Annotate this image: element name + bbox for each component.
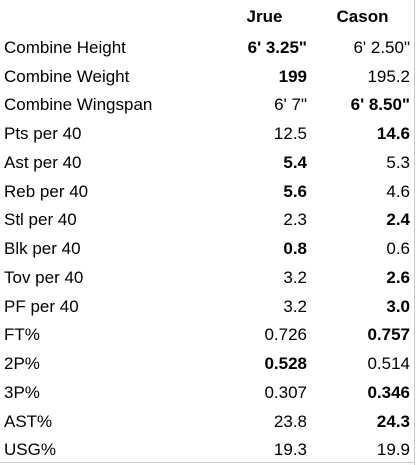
stat-label: Combine Weight — [4, 66, 130, 86]
player-b-value: 14.6 — [376, 124, 410, 144]
player-a-value: 199 — [278, 66, 307, 86]
stat-label: PF per 40 — [4, 296, 79, 316]
table-row: Reb per 40 5.6 4.6 — [0, 177, 414, 206]
sheet-border-bottom — [0, 462, 415, 463]
table-row: AST% 23.8 24.3 — [0, 407, 414, 436]
player-a-value: 6' 7" — [274, 95, 307, 115]
table-row: FT% 0.726 0.757 — [0, 321, 414, 350]
player-a-value: 5.6 — [283, 181, 307, 201]
table-row: Blk per 40 0.8 0.6 — [0, 234, 414, 263]
player-b-value: 24.3 — [376, 411, 410, 431]
player-b-value: 4.6 — [386, 181, 410, 201]
stat-rows: Combine Height 6' 3.25" 6' 2.50" Combine We… — [0, 33, 414, 464]
stat-label: Tov per 40 — [4, 267, 84, 287]
stat-label: Combine Height — [4, 37, 126, 57]
player-a-value: 23.8 — [273, 411, 307, 431]
stat-label: Reb per 40 — [4, 181, 89, 201]
header-player-a: Jrue — [246, 7, 283, 26]
player-a-value: 2.3 — [283, 210, 307, 230]
player-b-value: 0.6 — [386, 239, 410, 259]
player-b-value: 6' 8.50" — [350, 95, 410, 115]
player-a-value: 6' 3.25" — [247, 37, 307, 57]
player-a-value: 3.2 — [283, 296, 307, 316]
player-b-value: 195.2 — [367, 66, 410, 86]
sheet-border-right — [414, 0, 415, 465]
player-a-value: 0.8 — [283, 239, 307, 259]
table-row: Tov per 40 3.2 2.6 — [0, 263, 414, 292]
table-row: Combine Weight 199 195.2 — [0, 62, 414, 91]
header-label-cell — [0, 0, 218, 33]
player-a-value: 0.307 — [264, 382, 307, 402]
player-b-value: 5.3 — [386, 152, 410, 172]
header-player-b: Cason — [336, 7, 389, 26]
player-a-value: 12.5 — [273, 124, 307, 144]
player-a-value: 0.528 — [264, 354, 307, 374]
player-b-value: 0.346 — [367, 382, 410, 402]
player-a-value: 0.726 — [264, 325, 307, 345]
stat-label: 2P% — [4, 354, 40, 374]
stat-label: Combine Wingspan — [4, 95, 153, 115]
table-row: Ast per 40 5.4 5.3 — [0, 148, 414, 177]
stat-label: Blk per 40 — [4, 239, 81, 259]
table-row: PF per 40 3.2 3.0 — [0, 292, 414, 321]
table-row: 3P% 0.307 0.346 — [0, 378, 414, 407]
stat-label: Stl per 40 — [4, 210, 77, 230]
player-b-value: 0.757 — [367, 325, 410, 345]
player-b-value: 2.4 — [386, 210, 410, 230]
player-a-value: 19.3 — [273, 440, 307, 460]
stat-label: USG% — [4, 440, 56, 460]
player-b-value: 19.9 — [376, 440, 410, 460]
stat-label: Pts per 40 — [4, 124, 82, 144]
stat-label: Ast per 40 — [4, 152, 82, 172]
table-row: 2P% 0.528 0.514 — [0, 349, 414, 378]
stat-label: AST% — [4, 411, 53, 431]
header-row: Jrue Cason — [0, 0, 414, 33]
player-b-value: 3.0 — [386, 296, 410, 316]
table-row: Stl per 40 2.3 2.4 — [0, 206, 414, 235]
table-row: Pts per 40 12.5 14.6 — [0, 119, 414, 148]
table-row: USG% 19.3 19.9 — [0, 436, 414, 465]
stat-label: FT% — [4, 325, 40, 345]
player-b-value: 6' 2.50" — [353, 37, 410, 57]
player-b-value: 0.514 — [367, 354, 410, 374]
player-a-value: 5.4 — [283, 152, 307, 172]
table-row: Combine Wingspan 6' 7" 6' 8.50" — [0, 91, 414, 120]
player-a-value: 3.2 — [283, 267, 307, 287]
table-row: Combine Height 6' 3.25" 6' 2.50" — [0, 33, 414, 62]
player-b-value: 2.6 — [386, 267, 410, 287]
stat-label: 3P% — [4, 382, 40, 402]
